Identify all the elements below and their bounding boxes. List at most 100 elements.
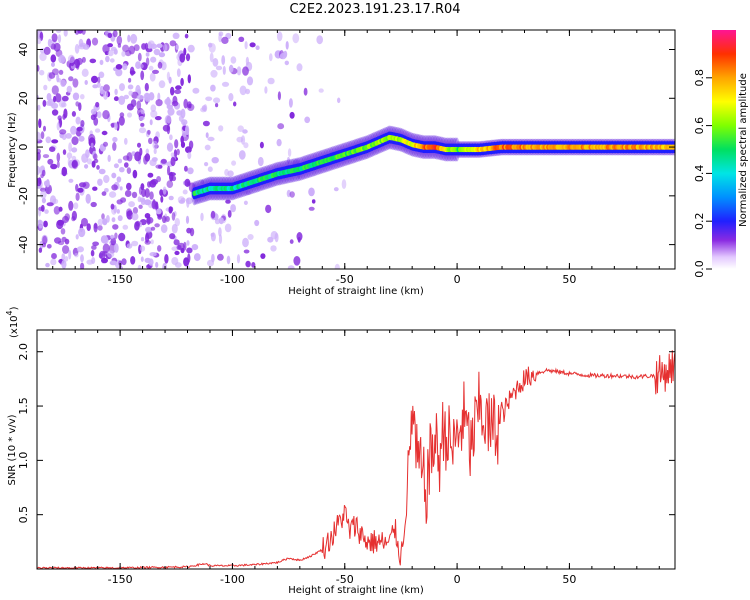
spectrum-noise-speck — [68, 200, 74, 211]
spectrum-noise-speck — [77, 187, 84, 193]
spectrum-noise-speck — [166, 114, 172, 124]
spectrum-noise-speck — [119, 83, 125, 92]
spectrum-noise-speck — [92, 84, 99, 89]
spectrum-noise-speck — [149, 159, 157, 167]
spectrum-noise-speck — [187, 151, 192, 160]
spectrum-noise-speck — [136, 94, 144, 100]
spectrum-noise-speck — [98, 168, 106, 175]
spectrum-noise-speck — [102, 218, 108, 226]
spectrum-noise-speck — [113, 96, 119, 102]
spectrum-noise-speck — [160, 224, 168, 234]
spectrum-noise-speck — [43, 84, 48, 91]
spectrum-noise-speck — [154, 223, 160, 228]
spectrum-noise-speck — [45, 136, 52, 144]
spectrum-noise-speck — [116, 35, 123, 45]
spectrum-noise-speck — [119, 167, 125, 173]
spectrum-noise-speck — [57, 115, 62, 121]
snr-plot-frame — [36, 329, 676, 570]
spectrum-noise-speck — [73, 202, 79, 210]
spectrum-noise-speck — [151, 200, 157, 210]
spectrum-noise-speck — [70, 125, 77, 135]
y-tick-label: 0.5 — [17, 506, 30, 524]
spectrum-noise-speck — [38, 118, 42, 129]
spectrum-noise-speck — [110, 203, 115, 210]
colorbar-label: Normalized spectral amplitude — [738, 73, 749, 227]
spectrum-plot-frame — [36, 29, 676, 270]
spectrum-noise-speck — [259, 141, 264, 149]
spectrum-noise-speck — [144, 240, 151, 245]
spectrum-noise-speck — [97, 218, 104, 226]
snr-x-axis-label: Height of straight line (km) — [288, 585, 424, 596]
spectrum-noise-speck — [91, 75, 98, 84]
spectrum-noise-speck — [131, 212, 139, 221]
spectrum-noise-speck — [185, 146, 192, 154]
spectrum-noise-speck — [117, 215, 123, 222]
spectrum-noise-speck — [160, 195, 164, 203]
spectrum-noise-speck — [80, 94, 85, 100]
spectrum-noise-speck — [239, 85, 247, 96]
spectrum-noise-speck — [116, 176, 122, 183]
spectrum-noise-speck — [221, 81, 230, 87]
spectrum-noise-speck — [168, 195, 174, 201]
spectrum-noise-speck — [188, 103, 192, 109]
spectrum-noise-speck — [71, 111, 76, 117]
spectrum-noise-speck — [150, 226, 156, 231]
x-tick-label: -150 — [108, 273, 133, 286]
spectrum-noise-speck — [40, 190, 47, 199]
spectrum-noise-speck — [39, 240, 44, 250]
spectrum-noise-speck — [118, 95, 126, 106]
spectrum-noise-speck — [107, 32, 113, 39]
spectrum-noise-speck — [251, 262, 256, 268]
spectrum-noise-speck — [228, 93, 234, 102]
spectrum-noise-speck — [76, 126, 83, 132]
spectrum-noise-speck — [218, 33, 222, 43]
spectrum-noise-speck — [242, 129, 248, 134]
spectrum-noise-speck — [51, 33, 58, 42]
spectrum-noise-speck — [333, 187, 339, 192]
spectrum-noise-speck — [106, 250, 115, 258]
spectrum-noise-speck — [71, 216, 76, 222]
spectrum-noise-speck — [137, 52, 142, 62]
spectrum-noise-speck — [76, 246, 84, 253]
spectrum-noise-speck — [68, 178, 74, 183]
spectrum-panel: -150 -100 -50 0 50 -40 -20 0 20 40 Height of str… — [7, 29, 676, 297]
spectrum-noise-speck — [270, 245, 277, 252]
spectrum-noise-speck — [145, 52, 150, 57]
spectrum-noise-speck — [145, 148, 149, 155]
spectrum-noise-speck — [276, 138, 282, 147]
spectrum-noise-speck — [112, 136, 118, 143]
spectrum-noise-speck — [174, 89, 182, 95]
spectrum-noise-speck — [243, 200, 248, 205]
spectrum-noise-speck — [150, 56, 157, 63]
snr-series-line — [37, 350, 675, 569]
spectrum-noise-speck — [50, 54, 57, 63]
spectrum-noise-speck — [122, 44, 130, 53]
spectrum-noise-speck — [44, 209, 49, 214]
spectrum-noise-speck — [155, 99, 163, 107]
spectrum-noise-speck — [117, 158, 123, 164]
spectrum-noise-speck — [81, 68, 89, 78]
spectrum-y-axis-label: Frequency (Hz) — [7, 112, 18, 188]
spectrum-noise-speck — [269, 53, 273, 62]
spectrum-noise-speck — [293, 255, 301, 266]
spectrum-noise-speck — [174, 250, 180, 256]
spectrum-noise-speck — [141, 188, 147, 198]
spectrum-noise-speck — [81, 56, 86, 63]
spectrum-noise-speck — [39, 69, 45, 76]
spectrum-noise-speck — [147, 172, 154, 178]
spectrum-noise-speck — [68, 249, 72, 260]
spectrum-noise-speck — [58, 69, 64, 75]
spectrum-noise-speck — [152, 140, 158, 150]
spectrum-noise-speck — [103, 174, 110, 184]
spectrum-noise-speck — [173, 239, 180, 246]
spectrum-noise-speck — [341, 179, 347, 190]
spectrum-noise-speck — [113, 243, 119, 253]
spectrum-noise-speck — [166, 142, 174, 152]
spectrum-noise-speck — [50, 163, 58, 170]
spectrum-noise-speck — [113, 163, 119, 169]
spectrum-noise-speck — [157, 245, 162, 252]
spectrum-noise-speck — [61, 260, 67, 269]
spectrum-noise-speck — [264, 86, 268, 94]
spectrum-noise-speck — [37, 65, 40, 72]
spectrum-noise-speck — [51, 62, 55, 67]
